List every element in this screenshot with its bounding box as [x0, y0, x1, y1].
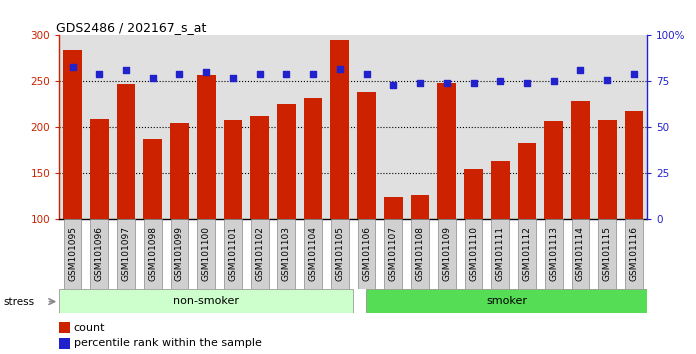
Point — [388, 82, 399, 88]
FancyBboxPatch shape — [197, 219, 215, 289]
FancyBboxPatch shape — [171, 219, 189, 289]
FancyBboxPatch shape — [465, 219, 482, 289]
FancyBboxPatch shape — [358, 219, 375, 289]
Bar — [170, 123, 189, 219]
Bar — [59, 338, 70, 349]
Point — [495, 79, 506, 84]
FancyBboxPatch shape — [144, 219, 161, 289]
Text: GSM101112: GSM101112 — [523, 227, 532, 281]
FancyBboxPatch shape — [63, 219, 81, 289]
Point — [628, 71, 640, 77]
Text: non-smoker: non-smoker — [173, 296, 239, 306]
Bar — [117, 84, 135, 219]
Bar — [63, 50, 82, 219]
Bar — [331, 40, 349, 219]
Point — [147, 75, 158, 81]
FancyBboxPatch shape — [411, 219, 429, 289]
FancyBboxPatch shape — [117, 219, 135, 289]
Bar — [464, 169, 483, 219]
Text: GSM101116: GSM101116 — [629, 227, 638, 281]
Bar — [624, 111, 643, 219]
Bar — [571, 101, 590, 219]
Text: GSM101110: GSM101110 — [469, 227, 478, 281]
Bar — [277, 104, 296, 219]
Bar — [251, 116, 269, 219]
Point — [94, 71, 105, 77]
Point — [228, 75, 239, 81]
FancyBboxPatch shape — [304, 219, 322, 289]
FancyBboxPatch shape — [545, 219, 562, 289]
Text: GSM101115: GSM101115 — [603, 227, 612, 281]
Bar — [197, 75, 216, 219]
Text: GSM101111: GSM101111 — [496, 227, 505, 281]
Bar — [518, 143, 537, 219]
FancyBboxPatch shape — [278, 219, 295, 289]
FancyBboxPatch shape — [571, 219, 590, 289]
Bar — [544, 121, 563, 219]
Point — [521, 80, 532, 86]
Text: GSM101113: GSM101113 — [549, 227, 558, 281]
Text: GSM101107: GSM101107 — [389, 227, 398, 281]
Text: GSM101100: GSM101100 — [202, 227, 211, 281]
Point — [334, 66, 345, 72]
Point — [441, 80, 452, 86]
Text: GSM101114: GSM101114 — [576, 227, 585, 281]
FancyBboxPatch shape — [366, 289, 647, 313]
Text: smoker: smoker — [487, 296, 527, 306]
Bar — [143, 139, 162, 219]
Text: count: count — [74, 322, 105, 332]
Point — [575, 68, 586, 73]
Bar — [223, 120, 242, 219]
FancyBboxPatch shape — [224, 219, 242, 289]
Bar — [437, 83, 456, 219]
Point — [468, 80, 479, 86]
Bar — [411, 195, 429, 219]
Bar — [59, 322, 70, 333]
Point — [308, 71, 319, 77]
Point — [254, 71, 265, 77]
Text: GSM101102: GSM101102 — [255, 227, 264, 281]
Text: GSM101106: GSM101106 — [362, 227, 371, 281]
Point — [67, 64, 78, 69]
Text: GSM101103: GSM101103 — [282, 227, 291, 281]
Text: GDS2486 / 202167_s_at: GDS2486 / 202167_s_at — [56, 21, 207, 34]
Bar — [384, 198, 403, 219]
Point — [361, 71, 372, 77]
Bar — [90, 119, 109, 219]
Bar — [491, 161, 509, 219]
Text: GSM101101: GSM101101 — [228, 227, 237, 281]
Text: GSM101095: GSM101095 — [68, 227, 77, 281]
Point — [548, 79, 560, 84]
FancyBboxPatch shape — [518, 219, 536, 289]
Bar — [357, 92, 376, 219]
Text: GSM101098: GSM101098 — [148, 227, 157, 281]
FancyBboxPatch shape — [625, 219, 643, 289]
Text: GSM101109: GSM101109 — [442, 227, 451, 281]
Point — [601, 77, 612, 82]
Point — [174, 71, 185, 77]
Text: GSM101097: GSM101097 — [122, 227, 130, 281]
Text: percentile rank within the sample: percentile rank within the sample — [74, 338, 262, 348]
FancyBboxPatch shape — [59, 289, 354, 313]
Point — [200, 69, 212, 75]
Point — [280, 71, 292, 77]
FancyBboxPatch shape — [599, 219, 616, 289]
Text: GSM101096: GSM101096 — [95, 227, 104, 281]
Bar — [303, 98, 322, 219]
Point — [120, 68, 132, 73]
FancyBboxPatch shape — [90, 219, 108, 289]
Bar — [598, 120, 617, 219]
FancyBboxPatch shape — [331, 219, 349, 289]
Text: GSM101105: GSM101105 — [335, 227, 345, 281]
Text: stress: stress — [3, 297, 35, 307]
FancyBboxPatch shape — [438, 219, 456, 289]
Text: GSM101104: GSM101104 — [308, 227, 317, 281]
Text: GSM101108: GSM101108 — [416, 227, 425, 281]
FancyBboxPatch shape — [384, 219, 402, 289]
FancyBboxPatch shape — [491, 219, 509, 289]
Text: GSM101099: GSM101099 — [175, 227, 184, 281]
Point — [415, 80, 426, 86]
FancyBboxPatch shape — [251, 219, 269, 289]
